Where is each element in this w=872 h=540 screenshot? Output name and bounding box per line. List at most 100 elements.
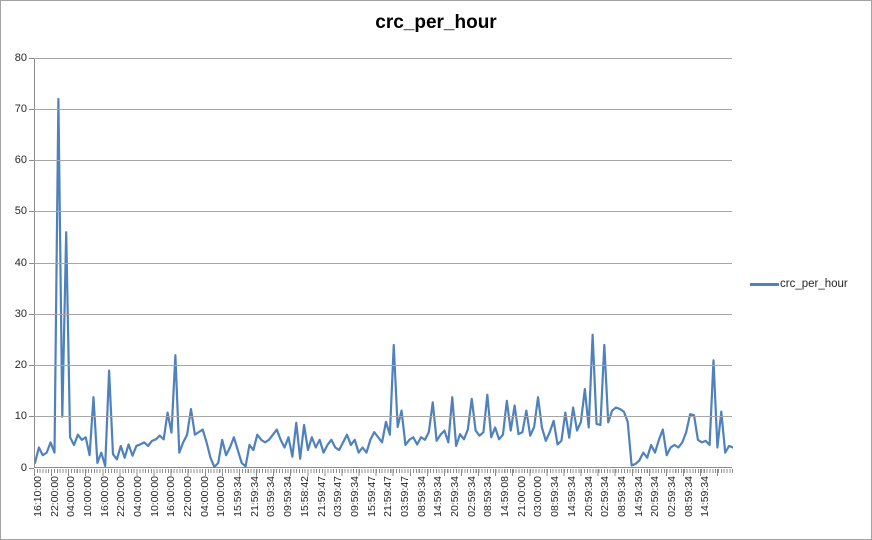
x-axis-label-cell: 02:59:34 xyxy=(464,476,481,517)
y-axis-label: 50 xyxy=(14,205,27,218)
gridline-y-30 xyxy=(34,313,732,315)
x-axis-label-cell: 21:00:00 xyxy=(514,476,531,517)
x-axis-label: 10:00:00 xyxy=(215,476,228,517)
x-axis-label: 08:59:34 xyxy=(549,476,562,517)
x-axis-label: 08:59:34 xyxy=(682,476,695,517)
x-axis-label: 16:00:00 xyxy=(98,476,111,517)
x-axis-label-cell: 03:59:34 xyxy=(264,476,281,517)
x-axis-label: 16:00:00 xyxy=(165,476,178,517)
x-axis-label-cell: 16:00:00 xyxy=(97,476,114,517)
chart-title: crc_per_hour xyxy=(375,12,497,33)
x-axis-label: 02:59:34 xyxy=(599,476,612,517)
x-axis-label-cell: 04:00:00 xyxy=(130,476,147,517)
x-axis-label: 03:59:47 xyxy=(398,476,411,517)
x-axis-label-cell: 08:59:34 xyxy=(481,476,498,517)
x-axis-label: 14:59:34 xyxy=(699,476,712,517)
x-axis-label-cell: 03:00:00 xyxy=(531,476,548,517)
x-axis-label-cell: 14:59:34 xyxy=(631,476,648,517)
x-axis-label-cell: 14:59:08 xyxy=(497,476,514,517)
legend: crc_per_hour xyxy=(750,278,848,290)
y-axis-label: 20 xyxy=(14,359,27,371)
x-axis-label-cell: 02:59:34 xyxy=(597,476,614,517)
x-axis-label-cell: 20:59:34 xyxy=(647,476,664,517)
y-axis-tick xyxy=(29,108,34,110)
x-axis-label: 14:59:34 xyxy=(565,476,578,517)
x-axis-label: 09:59:34 xyxy=(348,476,361,517)
x-axis-label-cell: 16:00:00 xyxy=(164,476,181,517)
x-axis-label: 08:59:34 xyxy=(615,476,628,517)
gridline-y-80 xyxy=(34,57,732,59)
x-axis-label: 03:59:34 xyxy=(265,476,278,517)
x-axis-major-ticks xyxy=(34,469,733,476)
x-axis-label: 10:00:00 xyxy=(148,476,161,517)
x-axis-label-cell: 03:59:47 xyxy=(330,476,347,517)
x-axis-label-cell: 14:59:34 xyxy=(431,476,448,517)
legend-label: crc_per_hour xyxy=(780,278,848,290)
x-axis-label-cell: 09:59:34 xyxy=(280,476,297,517)
x-axis-label-cell: 22:00:00 xyxy=(113,476,130,517)
y-axis-label: 30 xyxy=(14,307,27,320)
y-axis-tick xyxy=(29,57,34,59)
x-axis-label-cell: 08:59:34 xyxy=(414,476,431,517)
x-axis-label: 04:00:00 xyxy=(131,476,144,517)
x-axis-label: 20:59:34 xyxy=(582,476,595,517)
y-axis-label: 0 xyxy=(20,461,27,474)
x-axis-labels: 16:10:00 22:00:00 04:00:00 10:00:00 16:00:00… xyxy=(30,476,714,517)
x-axis-label: 10:00:00 xyxy=(81,476,94,517)
x-axis-label: 09:59:34 xyxy=(282,476,295,517)
x-axis-label-cell: 22:00:00 xyxy=(180,476,197,517)
x-axis-label: 15:59:47 xyxy=(365,476,378,517)
series-line-crc_per_hour xyxy=(35,97,733,468)
y-axis-label: 70 xyxy=(14,102,27,115)
y-axis-tick xyxy=(29,160,34,161)
x-axis-label: 02:59:34 xyxy=(665,476,678,517)
legend-line-swatch xyxy=(750,282,779,286)
x-axis-label: 21:59:47 xyxy=(315,476,328,517)
x-axis-label: 22:00:00 xyxy=(48,476,61,517)
y-axis-label: 40 xyxy=(14,256,27,269)
x-axis-label-cell: 04:00:00 xyxy=(63,476,80,517)
gridline-y-20 xyxy=(34,365,732,366)
x-axis-label-cell: 08:59:34 xyxy=(614,476,631,517)
x-axis-label: 20:59:34 xyxy=(449,476,462,517)
gridline-y-10 xyxy=(34,416,732,418)
x-axis-label-cell: 02:59:34 xyxy=(664,476,681,517)
x-axis-label: 08:59:34 xyxy=(415,476,428,517)
x-axis-label-cell: 21:59:47 xyxy=(314,476,331,517)
x-axis-label-cell: 21:59:47 xyxy=(380,476,397,517)
line-series-svg xyxy=(35,97,733,468)
y-axis-tick xyxy=(29,467,34,469)
gridline-y-60 xyxy=(34,160,732,161)
gridline-y-70 xyxy=(34,108,732,110)
x-axis-label-cell: 15:58:42 xyxy=(297,476,314,517)
x-axis-label-cell: 03:59:47 xyxy=(397,476,414,517)
y-axis-label: 60 xyxy=(14,154,27,166)
x-axis-label-cell: 04:00:00 xyxy=(197,476,214,517)
x-axis-label: 14:59:34 xyxy=(632,476,645,517)
x-axis-label: 04:00:00 xyxy=(65,476,78,517)
x-axis-label-cell: 10:00:00 xyxy=(80,476,97,517)
x-axis-label: 22:00:00 xyxy=(115,476,128,517)
x-axis-label: 21:00:00 xyxy=(515,476,528,517)
x-axis-label: 03:59:47 xyxy=(332,476,345,517)
x-axis-label: 21:59:47 xyxy=(382,476,395,517)
y-axis-tick xyxy=(29,365,34,366)
x-axis-label-cell: 10:00:00 xyxy=(147,476,164,517)
x-axis-label-cell: 08:59:34 xyxy=(547,476,564,517)
y-axis-label: 10 xyxy=(14,410,27,423)
x-axis-label: 03:00:00 xyxy=(532,476,545,517)
x-axis-label-cell: 08:59:34 xyxy=(681,476,698,517)
x-axis-label-cell: 10:00:00 xyxy=(214,476,231,517)
y-axis-label: 80 xyxy=(14,51,27,64)
x-axis-label-cell: 14:59:34 xyxy=(698,476,715,517)
x-axis-label-cell: 22:00:00 xyxy=(47,476,64,517)
y-axis-tick xyxy=(29,416,34,418)
gridline-y-40 xyxy=(34,262,732,264)
x-axis-label: 20:59:34 xyxy=(649,476,662,517)
x-axis-label-cell: 20:59:34 xyxy=(447,476,464,517)
y-axis-tick xyxy=(29,262,34,264)
x-axis-label-cell: 21:59:34 xyxy=(247,476,264,517)
x-axis-label-cell: 14:59:34 xyxy=(564,476,581,517)
y-axis-tick xyxy=(29,211,34,213)
